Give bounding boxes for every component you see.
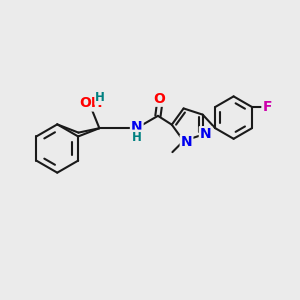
Text: OH: OH xyxy=(79,97,102,110)
Text: N: N xyxy=(131,120,142,134)
Text: H: H xyxy=(95,91,105,104)
Text: F: F xyxy=(262,100,272,114)
Text: H: H xyxy=(132,130,142,143)
Text: N: N xyxy=(181,135,192,149)
Text: N: N xyxy=(200,127,212,141)
Text: O: O xyxy=(154,92,165,106)
